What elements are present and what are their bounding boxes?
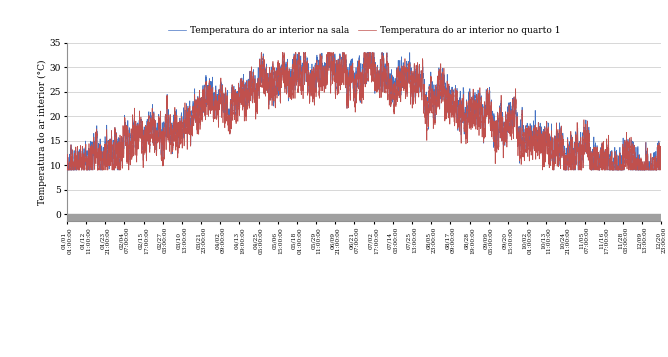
Y-axis label: Temperatura do ar interior (°C): Temperatura do ar interior (°C) [37,59,47,205]
Temperatura do ar interior na sala [63,162,71,166]
Temperatura do ar interior no quarto 1 [190,109,198,113]
Temperatura do ar interior no quarto 1 [259,57,267,61]
Temperatura do ar interior no quarto 1 [238,107,246,111]
Temperatura do ar interior na sala [63,168,71,172]
Legend: Temperatura do ar interior na sala, Temperatura do ar interior no quarto 1: Temperatura do ar interior na sala, Temp… [164,22,564,39]
Temperatura do ar interior no quarto 1 [257,50,265,55]
Temperatura do ar interior na sala [259,52,267,56]
Temperatura do ar interior no quarto 1 [637,168,645,172]
Temperatura do ar interior no quarto 1 [657,168,665,172]
Temperatura do ar interior no quarto 1 [224,125,232,130]
Line: Temperatura do ar interior no quarto 1: Temperatura do ar interior no quarto 1 [67,52,661,170]
Bar [67,214,661,221]
Temperatura do ar interior na sala [190,113,198,117]
Temperatura do ar interior na sala [258,50,266,55]
Temperatura do ar interior na sala [657,168,665,172]
Line: Temperatura do ar interior na sala: Temperatura do ar interior na sala [67,52,661,170]
Temperatura do ar interior no quarto 1 [232,119,240,123]
Temperatura do ar interior na sala [637,161,645,165]
Temperatura do ar interior na sala [224,119,232,124]
Temperatura do ar interior na sala [232,110,240,114]
Temperatura do ar interior na sala [238,94,246,99]
Temperatura do ar interior no quarto 1 [63,168,71,172]
